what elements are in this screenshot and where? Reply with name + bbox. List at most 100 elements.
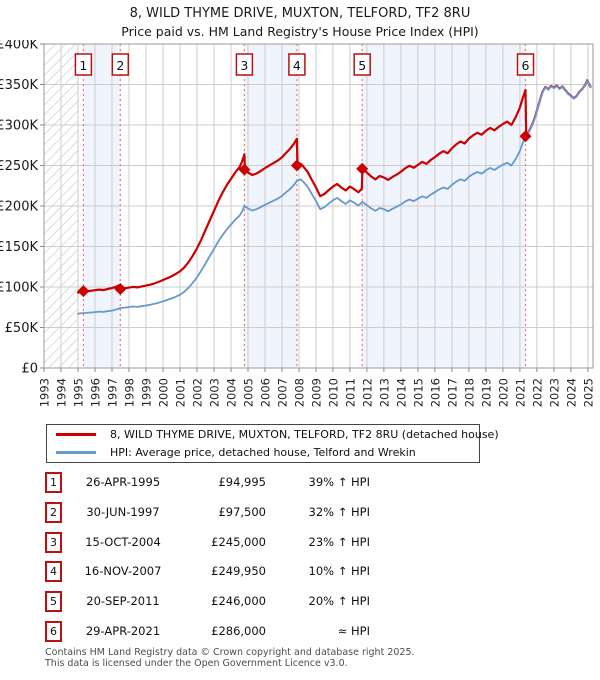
sale-vs-hpi: 23% ↑ HPI xyxy=(308,534,370,549)
sale-number-box-label: 6 xyxy=(522,58,530,73)
sale-number-box-label: 5 xyxy=(358,58,366,73)
license-footer: Contains HM Land Registry data © Crown c… xyxy=(45,647,415,669)
x-axis-tick-label: 2025 xyxy=(581,378,595,407)
x-axis-tick-label: 2018 xyxy=(462,378,476,407)
legend-item-0: 8, WILD THYME DRIVE, MUXTON, TELFORD, TF… xyxy=(47,426,499,443)
x-axis-tick-label: 2004 xyxy=(225,378,239,407)
x-axis-tick-label: 1998 xyxy=(123,378,137,407)
y-axis-tick-label: £50K xyxy=(5,321,39,336)
table-row-4: 4 16-NOV-2007 £249,950 10% ↑ HPI xyxy=(0,561,600,583)
table-row-5: 5 20-SEP-2011 £246,000 20% ↑ HPI xyxy=(0,591,600,613)
sale-diamond-marker xyxy=(290,159,303,172)
sale-number-box xyxy=(516,53,535,76)
sale-price: £249,950 xyxy=(211,564,266,579)
sale-number-box-label: 1 xyxy=(79,58,87,73)
y-axis-tick-label: £300K xyxy=(0,119,38,134)
sale-price: £97,500 xyxy=(218,504,266,519)
chart-legend: 8, WILD THYME DRIVE, MUXTON, TELFORD, TF… xyxy=(46,424,499,463)
sale-number-box-label: 4 xyxy=(293,58,301,73)
x-axis-tick-label: 1997 xyxy=(106,378,120,407)
table-row-3: 3 15-OCT-2004 £245,000 23% ↑ HPI xyxy=(0,531,600,554)
sale-date: 20-SEP-2011 xyxy=(86,594,160,609)
x-axis-tick-label: 2009 xyxy=(310,378,324,407)
sale-vs-hpi: 32% ↑ HPI xyxy=(308,504,370,519)
sale-price: £286,000 xyxy=(211,624,266,638)
sale-diamond-marker xyxy=(114,283,127,295)
x-axis-tick-label: 2021 xyxy=(513,378,527,407)
sale-number-box xyxy=(235,53,254,76)
plot-border xyxy=(43,43,594,369)
x-axis-tick-label: 1995 xyxy=(72,378,86,407)
sale-date: 29-APR-2021 xyxy=(85,624,161,638)
x-axis-tick-label: 2020 xyxy=(496,378,510,407)
x-axis-tick-label: 2000 xyxy=(157,378,171,407)
sale-number-box-label: 2 xyxy=(116,58,124,73)
sale-number-box xyxy=(353,53,371,76)
x-axis-tick-label: 2019 xyxy=(479,378,493,407)
sale-price: £245,000 xyxy=(211,534,266,549)
sale-number-box xyxy=(74,53,93,76)
price-chart: £0 £50K £100K £150K £200K £250K £300K £350K £400… xyxy=(0,40,595,407)
sale-number-badge: 3 xyxy=(45,531,62,553)
footer-line-2: This data is licensed under the Open Gov… xyxy=(45,658,348,669)
legend-line-swatch xyxy=(56,433,96,436)
y-axis-tick-label: £350K xyxy=(0,78,38,93)
x-axis-tick-label: 2002 xyxy=(191,378,205,407)
legend-label: HPI: Average price, detached house, Telf… xyxy=(110,446,416,459)
y-axis-tick-label: £100K xyxy=(0,281,38,296)
sale-number-badge: 5 xyxy=(45,591,62,613)
x-axis-tick-label: 1993 xyxy=(38,378,52,407)
y-axis-tick-label: £150K xyxy=(0,240,38,255)
y-axis-tick-label: £250K xyxy=(0,159,38,174)
table-row-2: 2 30-JUN-1997 £97,500 32% ↑ HPI xyxy=(0,501,600,524)
sale-number-badge: 2 xyxy=(45,501,62,523)
legend-line-swatch xyxy=(56,451,96,454)
legend-label: 8, WILD THYME DRIVE, MUXTON, TELFORD, TF… xyxy=(110,428,499,441)
x-axis-tick-label: 2011 xyxy=(343,378,357,407)
sale-vs-hpi: 39% ↑ HPI xyxy=(308,475,370,489)
sale-number-box-label: 3 xyxy=(240,58,248,73)
x-axis-tick-label: 2006 xyxy=(259,378,273,407)
sale-number-badge: 6 xyxy=(45,621,62,642)
x-axis-tick-label: 2010 xyxy=(326,378,340,407)
x-axis-tick-label: 2014 xyxy=(394,378,408,407)
page-title: 8, WILD THYME DRIVE, MUXTON, TELFORD, TF… xyxy=(129,6,471,21)
x-axis-tick-label: 2022 xyxy=(530,378,544,407)
x-axis-tick-label: 2012 xyxy=(360,378,374,407)
x-axis-tick-label: 1994 xyxy=(55,378,69,407)
x-axis-tick-label: 2017 xyxy=(445,378,459,407)
table-row-6: 6 29-APR-2021 £286,000 ≈ HPI xyxy=(0,621,600,643)
hpi-line xyxy=(77,80,592,315)
sale-price: £246,000 xyxy=(211,594,266,609)
x-axis-tick-label: 2015 xyxy=(411,378,425,407)
legend-item-1: HPI: Average price, detached house, Telf… xyxy=(47,444,479,461)
y-axis-tick-label: £400K xyxy=(0,40,38,53)
x-axis-tick-label: 2003 xyxy=(208,378,222,407)
x-axis-tick-label: 2013 xyxy=(377,378,391,407)
sale-vs-hpi: 20% ↑ HPI xyxy=(308,594,370,609)
sales-table: 1 26-APR-1995 £94,995 39% ↑ HPI 2 30-JUN-1997… xyxy=(0,472,600,642)
x-axis-tick-label: 1996 xyxy=(89,378,103,407)
sale-diamond-marker xyxy=(77,285,90,298)
x-axis-tick-label: 2024 xyxy=(564,378,578,407)
sale-number-badge: 4 xyxy=(45,561,62,583)
sale-number-box xyxy=(288,53,306,76)
y-axis-tick-label: £0 xyxy=(21,362,38,377)
x-axis-tick-label: 1999 xyxy=(140,378,154,407)
x-axis-tick-label: 2001 xyxy=(174,378,188,407)
x-axis-tick-label: 2016 xyxy=(428,378,442,407)
sale-number-badge: 1 xyxy=(45,472,62,493)
sale-vs-hpi: 10% ↑ HPI xyxy=(308,564,370,579)
x-axis-tick-label: 2023 xyxy=(547,378,561,407)
sale-number-box xyxy=(111,53,130,76)
sale-diamond-marker xyxy=(519,130,532,143)
table-row-1: 1 26-APR-1995 £94,995 39% ↑ HPI xyxy=(0,472,600,494)
y-axis-tick-label: £200K xyxy=(0,200,38,215)
sale-diamond-marker xyxy=(356,162,369,175)
sale-vs-hpi: ≈ HPI xyxy=(337,624,370,638)
sale-price: £94,995 xyxy=(218,475,266,489)
x-axis-tick-label: 2007 xyxy=(276,378,290,407)
sale-date: 16-NOV-2007 xyxy=(84,564,162,579)
page-subtitle: Price paid vs. HM Land Registry's House … xyxy=(121,24,479,39)
